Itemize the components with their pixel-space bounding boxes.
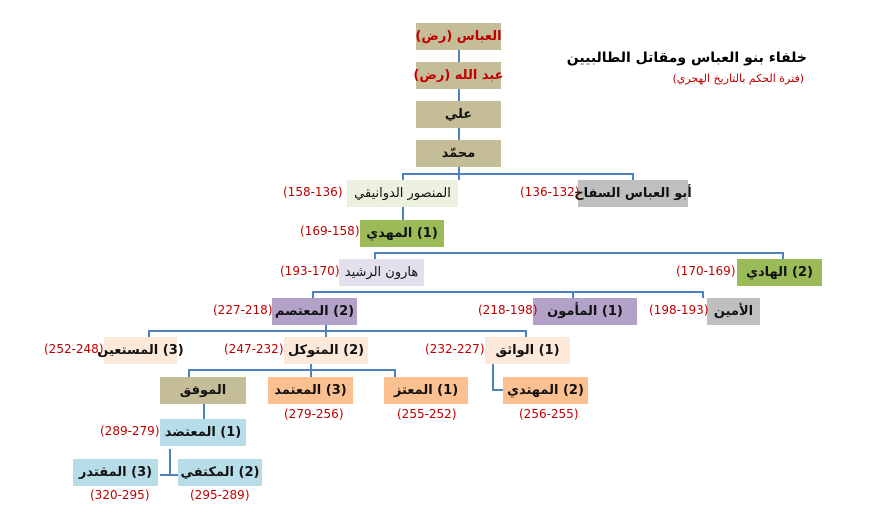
connector xyxy=(525,330,527,337)
connector xyxy=(572,291,574,298)
date-muhtadi: (256-255) xyxy=(519,407,579,421)
connector xyxy=(492,389,503,391)
node-mustain: (3) المستعين xyxy=(97,337,184,364)
date-mutawakkil: (247-232) xyxy=(224,342,284,356)
connector xyxy=(402,173,634,175)
node-mutasim: (2) المعتصم xyxy=(272,298,357,325)
connector xyxy=(310,364,312,377)
connector xyxy=(188,369,190,377)
node-mutamid: (3) المعتمد xyxy=(268,377,353,404)
node-mutawakkil: (2) المتوكل xyxy=(284,337,368,364)
date-mutazz: (255-252) xyxy=(397,407,457,421)
connector xyxy=(325,325,327,337)
connector xyxy=(374,252,784,254)
date-harun: (193-170) xyxy=(280,264,340,278)
node-amin: الأمين xyxy=(707,298,760,325)
node-ali: علي xyxy=(416,101,501,128)
date-mansur: (158-136) xyxy=(283,185,343,199)
node-mansur: المنصور الدوانيقي xyxy=(347,180,458,207)
date-amin: (198-193) xyxy=(649,303,709,317)
node-hadi: (2) الهادي xyxy=(737,259,822,286)
node-mahdi: (1) المهدي xyxy=(360,220,444,247)
date-mustain: (252-248) xyxy=(44,342,104,356)
connector xyxy=(492,364,494,391)
connector xyxy=(148,330,527,332)
date-hadi: (170-169) xyxy=(676,264,736,278)
connector xyxy=(402,173,404,180)
date-muqtadir: (320-295) xyxy=(90,488,150,502)
node-mutazz: (1) المعتز xyxy=(384,377,468,404)
date-muktafi: (295-289) xyxy=(190,488,250,502)
node-muwaffaq: الموفق xyxy=(160,377,246,404)
connector xyxy=(702,291,704,298)
connector xyxy=(148,330,150,337)
connector xyxy=(188,369,396,371)
node-saffah: أبو العباس السفاح xyxy=(574,180,692,207)
date-mahdi: (169-158) xyxy=(300,224,360,238)
connector xyxy=(203,404,205,419)
diagram-title: خلفاء بنو العباس ومقاتل الطالبيين xyxy=(566,50,807,66)
node-mamun: (1) المأمون xyxy=(533,298,637,325)
connector xyxy=(169,449,171,475)
connector xyxy=(312,291,704,293)
node-mutadid: (1) المعتضد xyxy=(160,419,246,446)
node-harun: هارون الرشيد xyxy=(339,259,424,286)
diagram-subtitle: (فترة الحكم بالتاريخ الهجري) xyxy=(672,72,804,85)
connector xyxy=(402,206,404,220)
date-mutasim: (227-218) xyxy=(213,303,273,317)
node-abbas: العباس (رض) xyxy=(415,23,502,50)
connector xyxy=(394,369,396,377)
connector xyxy=(632,173,634,180)
date-mutadid: (289-279) xyxy=(100,424,160,438)
date-mutamid: (279-256) xyxy=(284,407,344,421)
connector xyxy=(782,252,784,259)
date-saffah: (136-132) xyxy=(520,185,580,199)
connector xyxy=(374,252,376,259)
node-muqtadir: (3) المقتدر xyxy=(73,459,158,486)
node-muhammad: محمّد xyxy=(416,140,501,167)
node-abdullah: عبد الله (رض) xyxy=(413,62,504,89)
connector xyxy=(312,291,314,298)
node-wathiq: (1) الواثق xyxy=(485,337,570,364)
connector xyxy=(160,474,178,476)
node-muktafi: (2) المكتفي xyxy=(178,459,262,486)
node-muhtadi: (2) المهتدي xyxy=(503,377,588,404)
date-wathiq: (232-227) xyxy=(425,342,485,356)
date-mamun: (218-198) xyxy=(478,303,538,317)
